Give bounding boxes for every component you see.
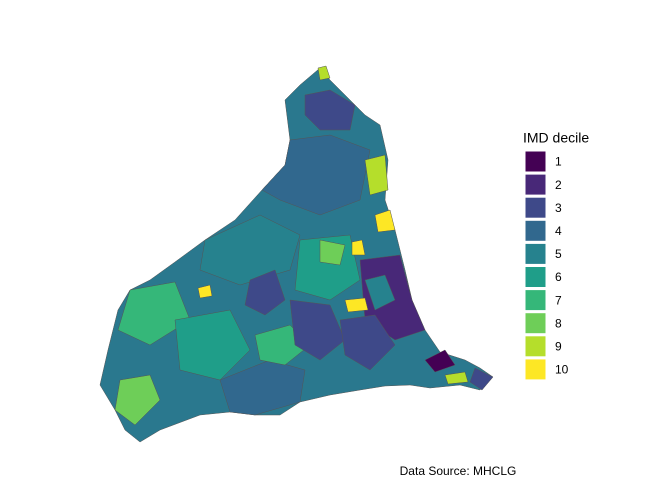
legend-title: IMD decile	[523, 130, 589, 146]
region-patch	[351, 239, 366, 256]
legend-swatch	[524, 358, 547, 381]
legend-swatch	[524, 289, 547, 312]
region-patch	[364, 274, 396, 311]
legend-label: 4	[555, 224, 562, 238]
region-patch	[444, 371, 469, 385]
region-patch	[174, 309, 251, 381]
legend-swatch	[524, 266, 547, 288]
legend-swatch	[524, 196, 547, 219]
legend-label: 8	[555, 316, 562, 330]
legend-swatch	[524, 173, 547, 196]
legend-label: 6	[555, 270, 562, 284]
region-patch	[319, 239, 346, 266]
caption: Data Source: MHCLG	[400, 464, 517, 478]
legend-label: 3	[555, 201, 562, 215]
legend-swatch	[524, 219, 547, 242]
region-patch	[469, 367, 494, 391]
region-patch	[199, 214, 301, 286]
region-patch	[244, 269, 286, 316]
legend-label: 7	[555, 293, 562, 307]
legend-label: 9	[555, 339, 562, 353]
region-patch	[304, 89, 356, 131]
region-patch	[197, 284, 213, 299]
legend-label: 1	[555, 155, 562, 169]
legend-label: 5	[555, 247, 562, 261]
map	[99, 65, 494, 443]
legend-label: 10	[555, 363, 569, 377]
legend-swatch	[524, 335, 547, 358]
region-patch	[344, 297, 369, 313]
region-patch	[294, 234, 361, 301]
region-patch	[339, 314, 396, 371]
region-patch	[261, 134, 371, 216]
region-patch	[424, 349, 456, 373]
legend-label: 2	[555, 178, 562, 192]
region-patch	[317, 65, 331, 81]
region-patch	[114, 374, 161, 426]
region-patch	[117, 281, 191, 346]
legend-swatch	[524, 312, 547, 335]
region-patch	[374, 209, 396, 233]
legend: 1 2 3 4 5 6 7 8 9 10	[524, 150, 569, 381]
region-patch	[289, 299, 346, 361]
region-patch	[364, 154, 389, 196]
legend-swatch	[524, 242, 547, 265]
legend-swatch	[524, 150, 547, 173]
